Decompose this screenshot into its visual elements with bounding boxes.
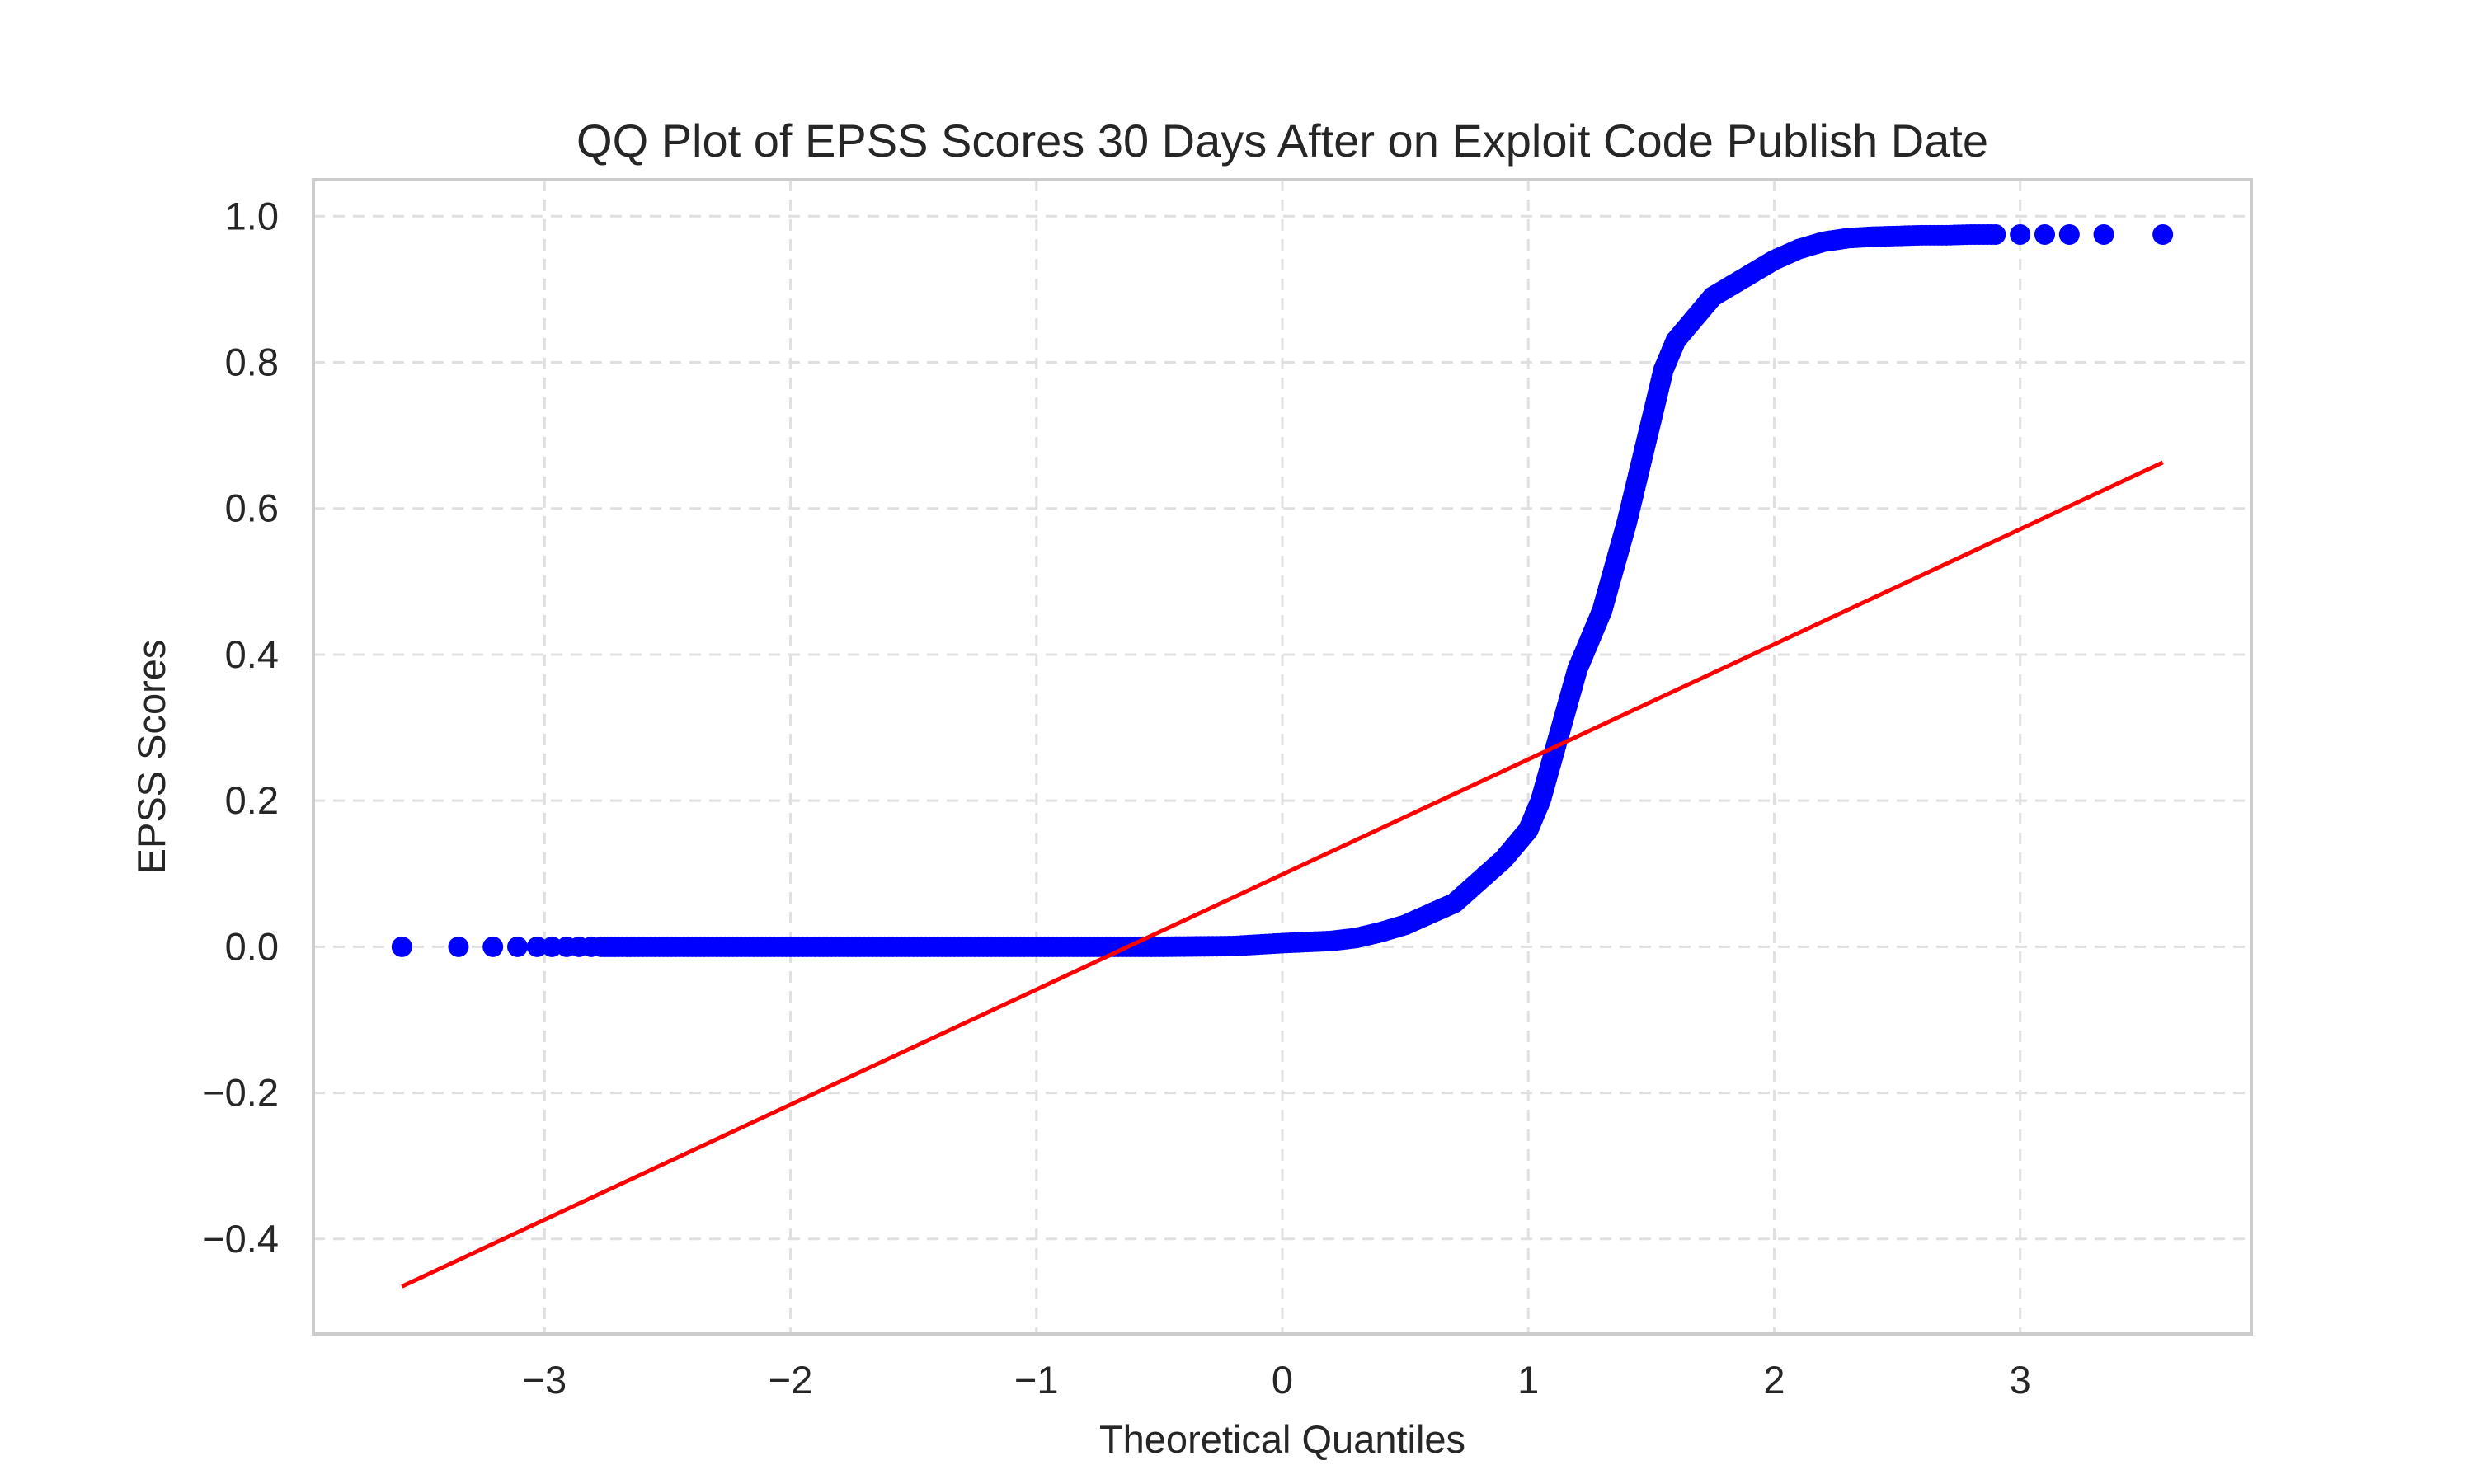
y-tick-label: −0.4 — [202, 1217, 279, 1261]
x-tick-label: −1 — [1014, 1358, 1059, 1402]
data-point — [1985, 223, 2006, 245]
data-point — [2093, 223, 2114, 245]
reference-line — [401, 460, 2164, 1289]
x-tick-label: 0 — [1272, 1358, 1293, 1402]
data-point — [482, 936, 504, 957]
data-point — [2058, 223, 2080, 245]
x-tick-label: −3 — [523, 1358, 567, 1402]
data-points — [391, 223, 2174, 957]
y-tick-label: 1.0 — [225, 194, 279, 237]
y-tick-label: 0.8 — [225, 340, 279, 384]
chart-title: QQ Plot of EPSS Scores 30 Days After on … — [576, 115, 1988, 167]
data-point — [448, 936, 469, 957]
y-tick-label: −0.2 — [202, 1071, 279, 1115]
y-tick-label: 0.2 — [225, 778, 279, 822]
data-point — [2152, 223, 2174, 245]
data-point — [2034, 223, 2055, 245]
data-point — [391, 936, 412, 957]
y-tick-label: 0.4 — [225, 632, 279, 676]
data-point — [526, 936, 548, 957]
data-point — [2010, 223, 2031, 245]
x-tick-label: 1 — [1517, 1358, 1539, 1402]
data-point — [541, 936, 562, 957]
x-tick-label: −2 — [769, 1358, 813, 1402]
y-tick-label: 0.6 — [225, 486, 279, 530]
x-tick-label: 3 — [2010, 1358, 2031, 1402]
x-tick-label: 2 — [1763, 1358, 1785, 1402]
reference-line-group — [401, 460, 2164, 1289]
plot-frame — [312, 178, 2253, 1336]
x-tick-labels: −3 −2 −1 0 1 2 3 — [523, 1358, 2031, 1402]
grid-lines — [313, 180, 2251, 1334]
y-axis-label: EPSS Scores — [129, 640, 173, 875]
x-axis-label: Theoretical Quantiles — [1099, 1417, 1465, 1461]
data-point — [507, 936, 529, 957]
y-tick-label: 0.0 — [225, 924, 279, 968]
y-tick-labels: −0.4 −0.2 0.0 0.2 0.4 0.6 0.8 1.0 — [202, 194, 279, 1261]
